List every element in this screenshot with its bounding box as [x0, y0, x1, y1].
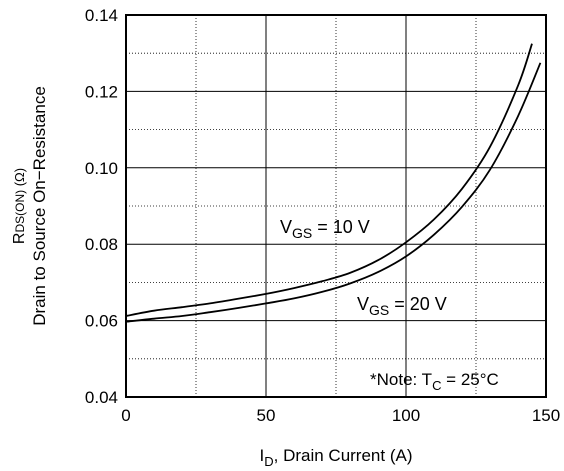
x-axis-label-rest: , Drain Current (A) — [274, 446, 413, 465]
series-label-main: V — [357, 294, 369, 314]
y-axis-label-line2: Drain to Source On−Resistance — [30, 86, 49, 326]
series-label-sub: GS — [292, 225, 312, 241]
plot-frame — [125, 14, 547, 398]
series-line-0 — [125, 43, 533, 317]
y-axis-label-line1: RDS(ON) (Ω) — [11, 168, 28, 244]
series-label-sub: GS — [369, 302, 389, 318]
series-label-main: V — [280, 217, 292, 237]
x-tick-label: 150 — [532, 406, 560, 425]
note-sub: C — [432, 378, 441, 393]
grid — [126, 15, 546, 397]
series-label-rest: = 10 V — [312, 217, 370, 237]
series-label-vgs-20v: VGS = 20 V — [357, 294, 447, 318]
y-axis-label-sub: DS(ON) — [13, 190, 27, 233]
y-tick-label: 0.12 — [85, 82, 118, 101]
x-axis-label-sub: D — [264, 454, 273, 469]
series-layer — [125, 43, 542, 323]
x-tick-labels: 0 50 100 150 — [121, 406, 560, 425]
y-tick-label: 0.10 — [85, 159, 118, 178]
note-prefix: *Note: T — [370, 370, 432, 389]
y-axis-label: RDS(ON) (Ω) Drain to Source On−Resistanc… — [11, 86, 49, 326]
y-axis-label-unit: (Ω) — [12, 168, 27, 190]
note-annotation: *Note: TC = 25°C — [370, 370, 499, 393]
x-axis-label-main: I — [260, 446, 265, 465]
x-axis-label: ID, Drain Current (A) — [260, 446, 413, 469]
x-tick-label: 0 — [121, 406, 130, 425]
y-tick-label: 0.04 — [85, 388, 118, 407]
y-tick-labels: 0.04 0.06 0.08 0.10 0.12 0.14 — [85, 6, 118, 407]
y-axis-label-main: R — [11, 233, 28, 245]
y-tick-label: 0.14 — [85, 6, 118, 25]
y-tick-label: 0.06 — [85, 312, 118, 331]
series-label-vgs-10v: VGS = 10 V — [280, 217, 370, 241]
x-tick-label: 50 — [257, 406, 276, 425]
note-rest: = 25°C — [441, 370, 498, 389]
series-line-1 — [125, 62, 542, 323]
x-tick-label: 100 — [392, 406, 420, 425]
y-tick-label: 0.08 — [85, 235, 118, 254]
series-label-rest: = 20 V — [389, 294, 447, 314]
